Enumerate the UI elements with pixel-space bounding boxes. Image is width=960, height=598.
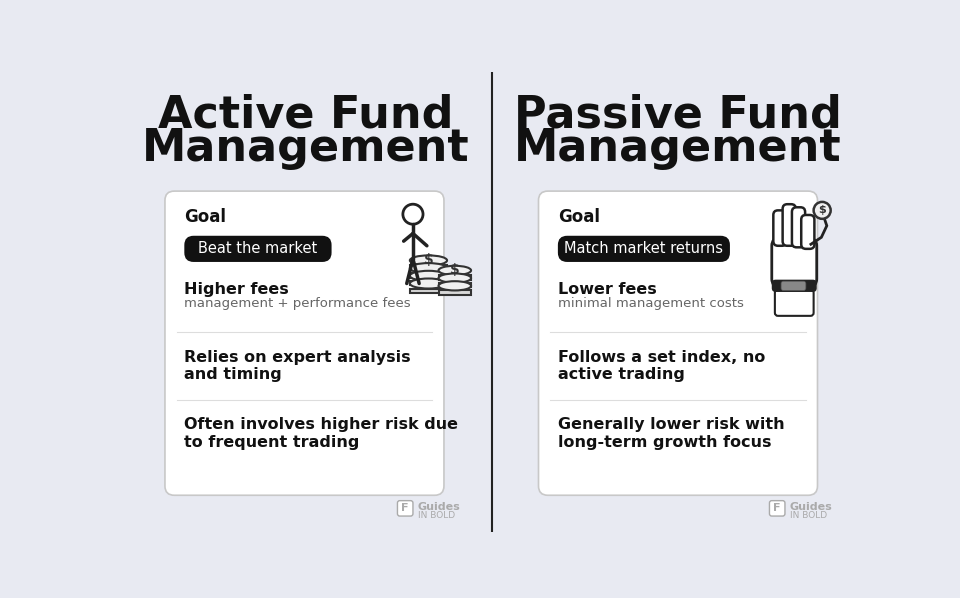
- Text: Active Fund: Active Fund: [158, 93, 454, 136]
- Ellipse shape: [439, 273, 471, 283]
- Text: IN BOLD: IN BOLD: [789, 511, 827, 520]
- FancyBboxPatch shape: [770, 501, 785, 516]
- Ellipse shape: [410, 263, 447, 273]
- Polygon shape: [410, 266, 447, 270]
- Text: Follows a set index, no
active trading: Follows a set index, no active trading: [558, 350, 765, 382]
- Polygon shape: [410, 288, 447, 293]
- FancyBboxPatch shape: [774, 210, 786, 246]
- FancyBboxPatch shape: [782, 204, 796, 246]
- Text: Management: Management: [142, 127, 469, 170]
- Text: F: F: [401, 504, 409, 513]
- Text: Higher fees: Higher fees: [184, 282, 289, 297]
- Text: Often involves higher risk due
to frequent trading: Often involves higher risk due to freque…: [184, 417, 458, 450]
- FancyBboxPatch shape: [792, 208, 805, 248]
- Polygon shape: [439, 291, 471, 295]
- Text: Beat the market: Beat the market: [199, 242, 318, 257]
- FancyBboxPatch shape: [397, 501, 413, 516]
- Ellipse shape: [439, 266, 471, 275]
- Text: Generally lower risk with
long-term growth focus: Generally lower risk with long-term grow…: [558, 417, 784, 450]
- Ellipse shape: [410, 255, 447, 266]
- Text: Management: Management: [515, 127, 842, 170]
- FancyBboxPatch shape: [165, 191, 444, 495]
- Polygon shape: [439, 283, 471, 288]
- FancyBboxPatch shape: [781, 281, 805, 291]
- Ellipse shape: [410, 279, 447, 288]
- Text: management + performance fees: management + performance fees: [184, 297, 411, 310]
- Text: minimal management costs: minimal management costs: [558, 297, 744, 310]
- Text: Goal: Goal: [184, 208, 227, 226]
- Text: $: $: [818, 205, 826, 215]
- Text: Guides: Guides: [418, 502, 461, 512]
- Text: Guides: Guides: [789, 502, 832, 512]
- Polygon shape: [439, 275, 471, 280]
- Text: $: $: [423, 254, 433, 267]
- Circle shape: [814, 202, 830, 219]
- Ellipse shape: [410, 271, 447, 281]
- Polygon shape: [410, 273, 447, 277]
- Text: Lower fees: Lower fees: [558, 282, 657, 297]
- FancyBboxPatch shape: [539, 191, 818, 495]
- Text: Match market returns: Match market returns: [564, 242, 724, 257]
- Text: Goal: Goal: [558, 208, 600, 226]
- Text: $: $: [450, 264, 460, 277]
- Text: Passive Fund: Passive Fund: [514, 93, 842, 136]
- FancyBboxPatch shape: [802, 215, 814, 249]
- FancyBboxPatch shape: [772, 238, 817, 286]
- FancyBboxPatch shape: [184, 236, 331, 262]
- FancyBboxPatch shape: [558, 236, 730, 262]
- Text: F: F: [774, 504, 780, 513]
- Circle shape: [403, 204, 423, 224]
- Text: IN BOLD: IN BOLD: [418, 511, 455, 520]
- Text: Relies on expert analysis
and timing: Relies on expert analysis and timing: [184, 350, 411, 382]
- Ellipse shape: [439, 281, 471, 291]
- Polygon shape: [410, 281, 447, 285]
- FancyBboxPatch shape: [772, 280, 817, 292]
- FancyBboxPatch shape: [775, 289, 814, 316]
